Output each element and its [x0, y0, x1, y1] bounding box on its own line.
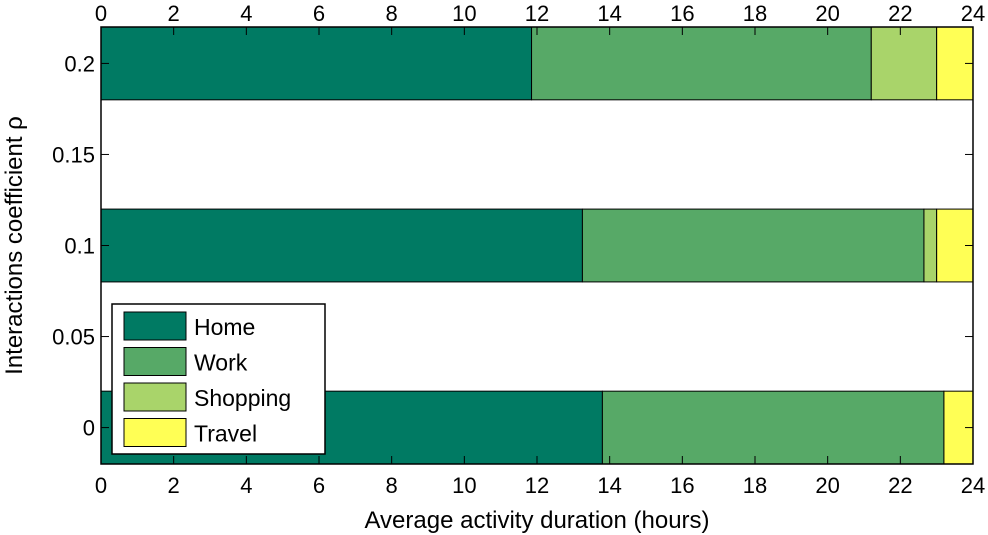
x-tick-label: 18 [743, 473, 767, 498]
y-axis-label: Interactions coefficient ρ [1, 116, 28, 375]
legend-swatch-travel [123, 418, 187, 447]
x-tick-label: 24 [961, 473, 985, 498]
x-tick-label-top: 16 [670, 1, 694, 26]
legend: Home Work Shopping Travel [111, 303, 326, 455]
x-tick-label-top: 20 [815, 1, 839, 26]
x-tick-label: 16 [670, 473, 694, 498]
legend-label-travel: Travel [194, 421, 257, 447]
y-tick-label: 0.2 [64, 51, 95, 76]
x-axis-ticks: 0 2 4 6 8 10 12 14 16 18 20 22 24 [95, 27, 985, 498]
bar-work-0_1 [581, 208, 925, 283]
legend-swatch-work [123, 347, 187, 376]
legend-swatch-home [123, 311, 187, 341]
y-tick-label: 0 [83, 416, 95, 441]
legend-label-shopping: Shopping [194, 385, 291, 411]
x-axis-label: Average activity duration (hours) [364, 507, 709, 534]
x-tick-label-top: 18 [743, 1, 767, 26]
x-tick-label: 2 [168, 473, 180, 498]
x-tick-label: 8 [386, 473, 398, 498]
legend-label-work: Work [194, 350, 248, 376]
x-tick-label-top: 10 [452, 1, 476, 26]
x-tick-label-top: 8 [386, 1, 398, 26]
y-axis-ticks: 0 0.05 0.1 0.15 0.2 [52, 51, 973, 441]
x-tick-label-top: 2 [168, 1, 180, 26]
legend-label-home: Home [194, 314, 255, 340]
x-tick-label-top: 14 [597, 1, 621, 26]
y-tick-label: 0.15 [52, 142, 95, 167]
y-tick-label: 0.1 [64, 234, 95, 259]
x-tick-label: 14 [597, 473, 621, 498]
x-tick-label: 4 [240, 473, 252, 498]
x-tick-label: 10 [452, 473, 476, 498]
x-tick-label: 0 [95, 473, 107, 498]
x-tick-label: 22 [888, 473, 912, 498]
x-tick-label-top: 22 [888, 1, 912, 26]
bar-work-0 [601, 390, 945, 465]
legend-swatch-shopping [123, 382, 187, 412]
x-tick-label-top: 12 [525, 1, 549, 26]
x-tick-label-top: 4 [240, 1, 252, 26]
bar-shopping-0_2 [870, 26, 938, 101]
bar-home-0_2 [100, 26, 533, 101]
x-tick-label: 20 [815, 473, 839, 498]
top-x-tick-labels: 0 2 4 6 8 10 12 14 16 18 20 22 24 [95, 1, 985, 26]
x-tick-label: 6 [313, 473, 325, 498]
x-tick-label-top: 6 [313, 1, 325, 26]
x-tick-label: 12 [525, 473, 549, 498]
x-tick-label-top: 0 [95, 1, 107, 26]
bar-work-0_2 [531, 26, 872, 101]
y-tick-label: 0.05 [52, 325, 95, 350]
bar-home-0_1 [100, 208, 583, 283]
x-tick-label-top: 24 [961, 1, 985, 26]
bar-shopping-0_1 [923, 208, 938, 283]
